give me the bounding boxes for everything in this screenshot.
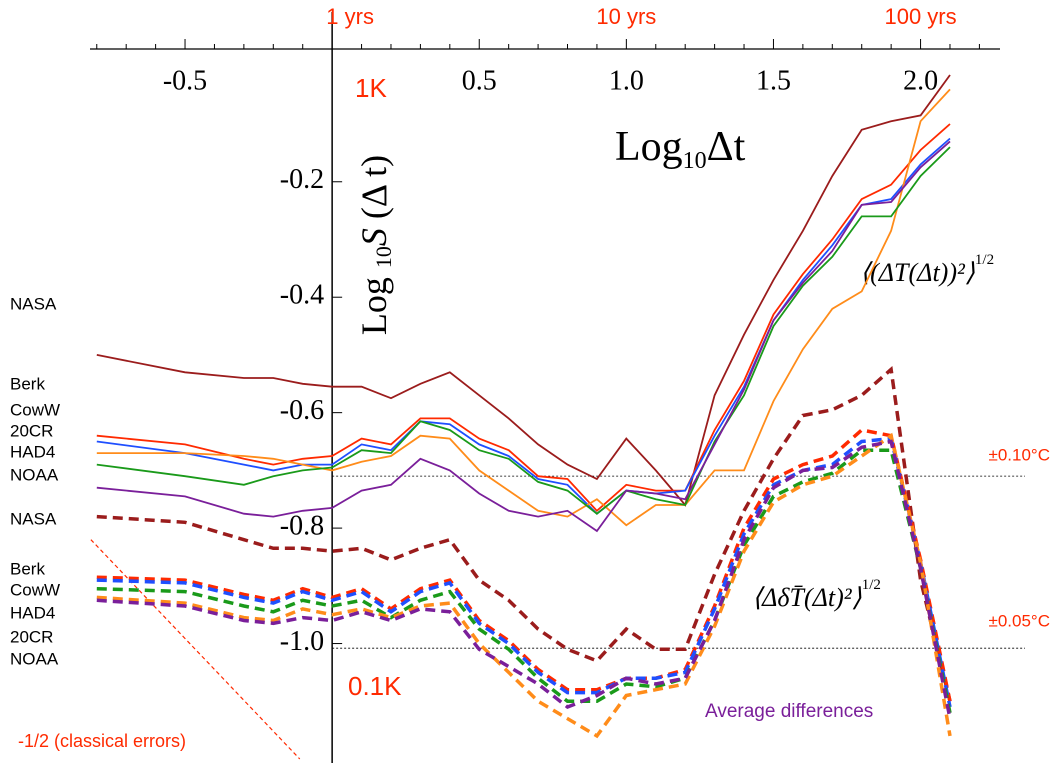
- y-tick-label: -0.4: [280, 280, 324, 311]
- reference-label: ±0.10°C: [989, 446, 1051, 465]
- y-tick-label: -0.2: [280, 164, 324, 195]
- legend-label: CowW: [10, 400, 60, 419]
- legend-label: CowW: [10, 580, 60, 599]
- y-tick-label: -0.8: [280, 511, 324, 542]
- x2-tick-label: 1 yrs: [326, 4, 374, 29]
- legend-label: NOAA: [10, 465, 59, 484]
- x2-tick-label: 10 yrs: [596, 4, 656, 29]
- series-line: [96, 436, 952, 708]
- slope-line: [90, 539, 301, 760]
- annotation: Average differences: [705, 701, 873, 722]
- annotation: 1K: [355, 73, 387, 103]
- legend-label: HAD4: [10, 603, 55, 622]
- legend-label: NASA: [10, 294, 57, 313]
- legend-label: Berk: [10, 374, 45, 393]
- series-line: [96, 365, 952, 702]
- series-line: [96, 428, 952, 702]
- legend-label: NASA: [10, 509, 57, 528]
- reference-label: ±0.05°C: [989, 612, 1051, 631]
- y-tick-label: -1.0: [280, 626, 324, 657]
- x-tick-label: 2.0: [903, 65, 938, 96]
- legend-label: Berk: [10, 559, 45, 578]
- x-tick-label: 0.5: [462, 65, 497, 96]
- x-tick-label: 1.5: [756, 65, 791, 96]
- x-axis-label: Log10Δt: [615, 124, 746, 174]
- legend-label: NOAA: [10, 649, 59, 668]
- legend-label: HAD4: [10, 442, 55, 461]
- series-line: [96, 146, 951, 515]
- series-line: [96, 439, 952, 719]
- x2-tick-label: 100 yrs: [884, 4, 956, 29]
- series-line: [96, 432, 952, 739]
- series-line: [96, 74, 951, 507]
- formula: ⟨(ΔT(Δt))²⟩1/2: [860, 252, 994, 287]
- legend-label: 20CR: [10, 627, 53, 646]
- y-tick-label: -0.6: [280, 395, 324, 426]
- legend-label: 20CR: [10, 421, 53, 440]
- x-tick-label: -0.5: [163, 65, 207, 96]
- formula: ⟨ΔδT̄(Δt)²⟩1/2: [752, 577, 881, 612]
- series-line: [96, 137, 951, 515]
- series-line: [96, 448, 952, 714]
- annotation: 0.1K: [348, 671, 402, 701]
- x-tick-label: 1.0: [609, 65, 644, 96]
- series-line: [96, 123, 951, 513]
- slope-label: -1/2 (classical errors): [18, 731, 186, 751]
- series-line: [96, 140, 951, 533]
- y-axis-label: Log 10S (Δ t): [354, 155, 396, 335]
- series-line: [96, 88, 951, 527]
